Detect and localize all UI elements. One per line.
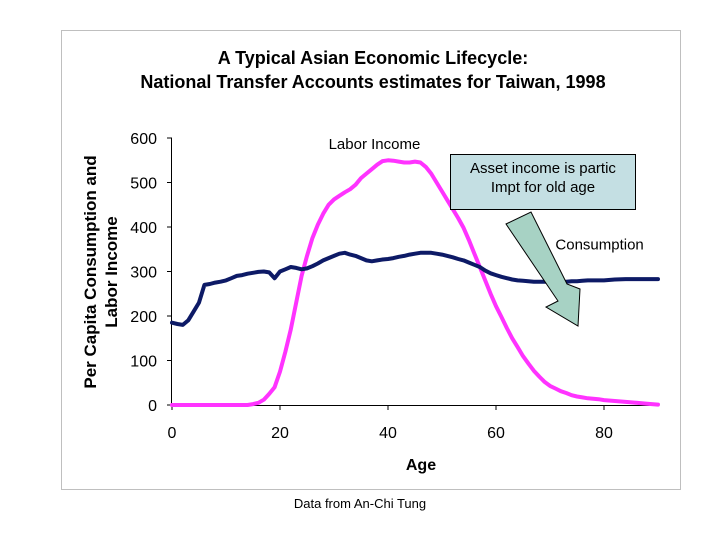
y-axis-label-line-2: Labor Income — [102, 216, 121, 327]
callout-arrow — [505, 211, 581, 327]
annotation-labor-income: Labor Income — [329, 136, 421, 153]
y-tick-label: 0 — [148, 398, 157, 415]
source-note: Data from An-Chi Tung — [293, 496, 427, 511]
y-axis-label-line-1: Per Capita Consumption and — [81, 155, 100, 388]
callout-box: Asset income is partic Impt for old age — [450, 154, 636, 210]
x-tick-label: 0 — [168, 425, 177, 442]
x-tick-label: 20 — [271, 425, 289, 442]
x-tick-label: 80 — [595, 425, 613, 442]
y-tick-label: 400 — [130, 220, 157, 237]
series-line-labor-income — [170, 158, 660, 407]
y-tick-label: 200 — [130, 309, 157, 326]
callout-line-2: Impt for old age — [490, 179, 596, 196]
series-line-consumption — [170, 250, 660, 327]
y-tick-label: 100 — [130, 354, 157, 371]
annotation-consumption: Consumption — [555, 236, 643, 253]
x-tick-label: 40 — [379, 425, 397, 442]
x-tick-label: 60 — [487, 425, 505, 442]
y-tick-label: 600 — [130, 131, 157, 148]
y-tick-label: 300 — [130, 265, 157, 282]
callout-line-1: Asset income is partic — [470, 160, 616, 177]
chart-title: A Typical Asian Economic Lifecycle: — [218, 48, 528, 68]
y-tick-label: 500 — [130, 176, 157, 193]
chart-subtitle: National Transfer Accounts estimates for… — [140, 72, 605, 92]
x-axis-label: Age — [406, 457, 436, 474]
